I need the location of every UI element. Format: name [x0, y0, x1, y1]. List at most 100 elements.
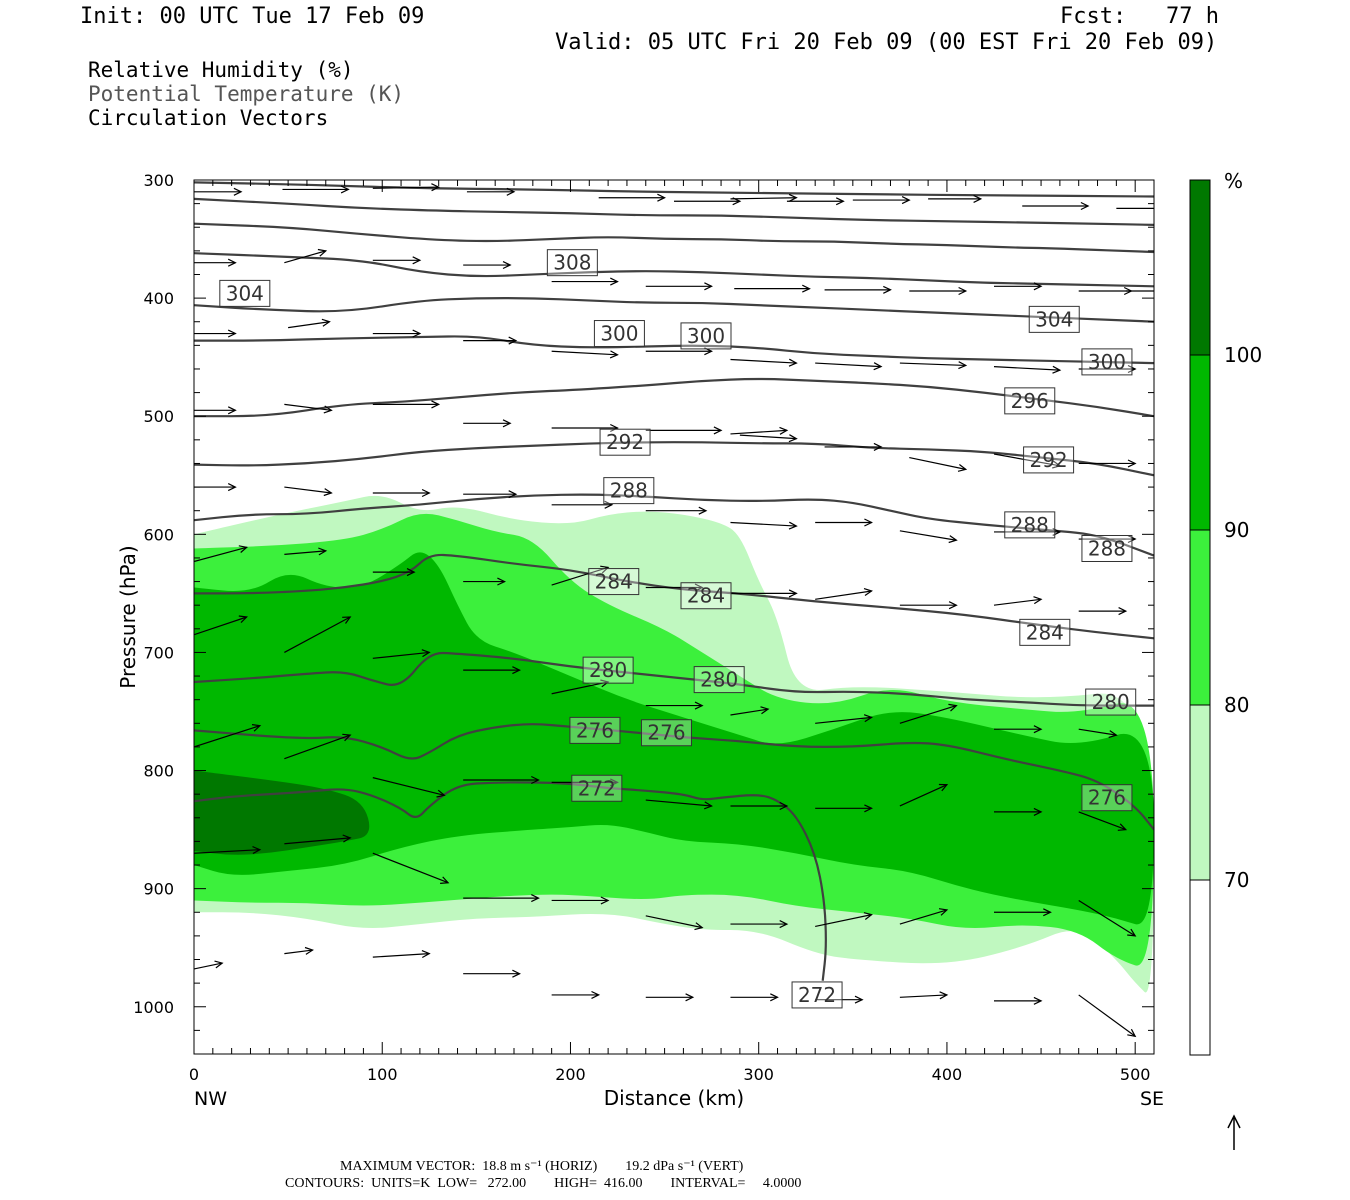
footer-contours: CONTOURS: UNITS=K LOW= 272.00 HIGH= 416.… — [285, 1176, 802, 1191]
circulation-vector — [674, 197, 742, 206]
contour-label: 284 — [680, 582, 732, 610]
x-tick-label: 200 — [555, 1065, 586, 1084]
contour-label-text: 276 — [1088, 786, 1126, 810]
contour-label-text: 308 — [553, 251, 591, 275]
circulation-vector — [372, 777, 446, 798]
valid-time: Valid: 05 UTC Fri 20 Feb 09 (00 EST Fri … — [555, 30, 1218, 55]
circulation-vector — [372, 852, 450, 884]
contour-label-text: 284 — [595, 570, 633, 594]
contour-label-text: 276 — [647, 721, 685, 745]
circulation-vector — [463, 775, 540, 785]
contour-label-text: 280 — [589, 658, 627, 682]
circulation-vector — [598, 193, 666, 202]
y-tick-label: 600 — [143, 525, 174, 544]
circulation-vector — [463, 894, 540, 903]
contour-label-text: 272 — [798, 983, 836, 1007]
circulation-vector — [994, 725, 1043, 734]
y-tick-label: 400 — [143, 289, 174, 308]
colorbar-segment — [1190, 530, 1210, 705]
circulation-vector — [993, 453, 1062, 469]
circulation-vector — [372, 649, 431, 659]
circulation-vector — [463, 969, 521, 978]
contour-label: 280 — [582, 656, 634, 684]
circulation-vector — [551, 277, 619, 286]
circulation-vector — [1116, 207, 1154, 209]
x-tick-label: 0 — [189, 1065, 199, 1084]
x-tick-label: 500 — [1120, 1065, 1151, 1084]
colorbar-segment — [1190, 880, 1210, 1055]
circulation-vector — [1078, 899, 1137, 937]
circulation-vector — [551, 565, 610, 586]
circulation-vector — [730, 801, 789, 811]
y-tick-label: 700 — [143, 643, 174, 662]
y-tick-label: 300 — [143, 171, 174, 190]
circulation-vector — [284, 486, 333, 497]
contour-label: 296 — [1004, 387, 1056, 415]
rh-region-100 — [194, 770, 370, 855]
circulation-vector — [645, 583, 704, 592]
circulation-vector — [466, 187, 516, 196]
theta-contour-272 — [194, 781, 827, 981]
contour-label: 288 — [603, 477, 655, 505]
contour-label: 276 — [640, 719, 692, 747]
contour-label: 308 — [546, 249, 598, 277]
contour-label-text: 300 — [687, 324, 725, 348]
contour-label-text: 288 — [1011, 513, 1049, 537]
circulation-vector — [551, 679, 610, 695]
circulation-vector — [815, 714, 873, 724]
circulation-vector — [730, 706, 770, 716]
circulation-vector — [372, 400, 441, 409]
circulation-vector — [284, 946, 314, 955]
theta-contour-312 — [194, 222, 1154, 254]
circulation-vector — [899, 601, 958, 610]
x-tick-label: 400 — [932, 1065, 963, 1084]
theta-contour-276 — [194, 723, 1154, 831]
circulation-vector — [1078, 811, 1128, 831]
circulation-vector — [463, 336, 518, 345]
contour-label: 280 — [693, 666, 745, 694]
forecast-hour: Fcst: 77 h — [1060, 4, 1219, 29]
circulation-vector — [194, 846, 262, 855]
x-tick-label: 100 — [367, 1065, 398, 1084]
circulation-vector — [284, 834, 352, 845]
theta-contour-layer — [194, 181, 1154, 981]
contour-label-text: 284 — [1026, 620, 1064, 644]
contour-label: 292 — [1023, 446, 1075, 474]
circulation-vector — [730, 521, 798, 530]
circulation-vector — [282, 185, 350, 194]
contour-label: 272 — [791, 981, 843, 1009]
circulation-vector — [815, 912, 873, 928]
init-time: Init: 00 UTC Tue 17 Feb 09 — [80, 4, 425, 29]
circulation-vector — [645, 506, 708, 515]
theta-contour-320 — [194, 181, 1154, 198]
circulation-vector — [994, 996, 1043, 1005]
circulation-vector — [899, 703, 958, 724]
circulation-vector — [1078, 459, 1137, 468]
circulation-vector — [463, 419, 512, 428]
circulation-vector — [645, 701, 704, 710]
colorbar-unit: % — [1224, 169, 1243, 193]
contour-label-text: 276 — [576, 718, 614, 742]
footer-max-vector: MAXIMUM VECTOR: 18.8 m s⁻¹ (HORIZ) 19.2 … — [340, 1159, 744, 1174]
contour-label: 304 — [1028, 305, 1080, 333]
colorbar-frame — [1189, 179, 1211, 1056]
circulation-vector — [372, 329, 422, 338]
contour-label: 300 — [680, 322, 732, 350]
circulation-vector — [899, 991, 949, 1000]
contour-label-text: 288 — [610, 479, 648, 503]
contour-label: 284 — [588, 568, 640, 596]
circulation-vector — [730, 426, 789, 435]
circulation-vector — [993, 596, 1043, 606]
circulation-vector — [1078, 994, 1137, 1038]
circulation-vector — [194, 258, 237, 267]
contour-label-text: 280 — [1092, 690, 1130, 714]
circulation-vector — [194, 545, 249, 563]
circulation-vector — [288, 318, 331, 329]
rh-region-90 — [194, 552, 1154, 925]
circulation-vector — [815, 804, 873, 813]
contour-label-text: 292 — [1029, 448, 1067, 472]
contour-label-text: 284 — [687, 584, 725, 608]
contour-label: 292 — [599, 428, 651, 456]
circulation-vector — [899, 783, 949, 807]
cross-section-chart: 304 308 304 300 300 300 296 292 292 288 288 288 284 2… — [116, 169, 1262, 1150]
